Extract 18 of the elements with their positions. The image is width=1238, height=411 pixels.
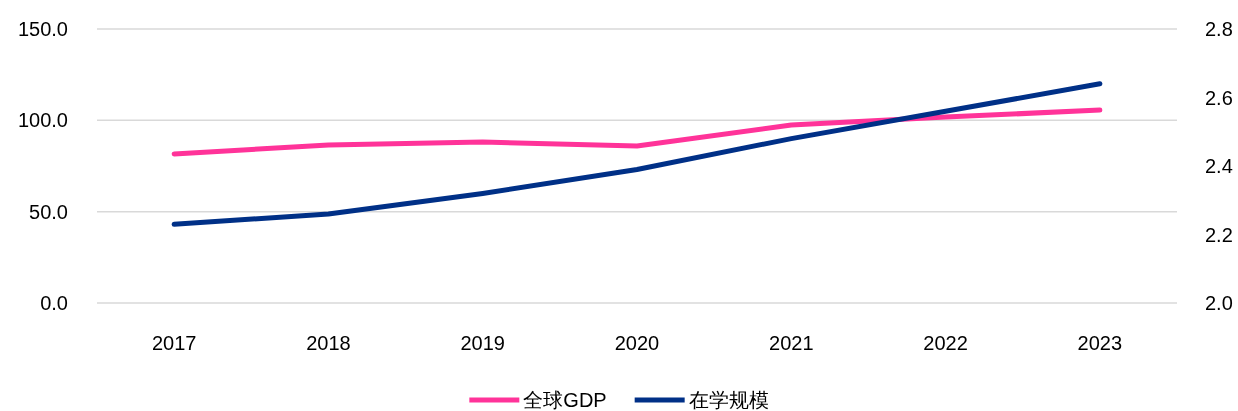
y-tick-label: 150.0 xyxy=(17,18,68,40)
y2-tick-label: 2.8 xyxy=(1205,18,1233,40)
x-tick-label: 2022 xyxy=(923,332,968,354)
legend-label: 在学规模 xyxy=(688,389,769,411)
x-tick-label: 2017 xyxy=(151,332,197,354)
x-tick-label: 2019 xyxy=(460,332,505,354)
x-tick-label: 2018 xyxy=(306,332,351,354)
y2-tick-label: 2.6 xyxy=(1205,86,1233,109)
y-tick-label: 0.0 xyxy=(40,292,68,314)
x-tick-label: 2023 xyxy=(1077,332,1123,354)
y-tick-label: 100.0 xyxy=(17,109,68,132)
legend-label: 全球GDP xyxy=(523,389,607,411)
y2-tick-label: 2.2 xyxy=(1205,223,1233,246)
y2-tick-label: 2.0 xyxy=(1205,292,1233,314)
y2-tick-label: 2.4 xyxy=(1205,155,1233,177)
x-tick-label: 2021 xyxy=(769,332,814,354)
y-tick-label: 50.0 xyxy=(29,200,68,223)
x-tick-label: 2020 xyxy=(614,332,660,354)
